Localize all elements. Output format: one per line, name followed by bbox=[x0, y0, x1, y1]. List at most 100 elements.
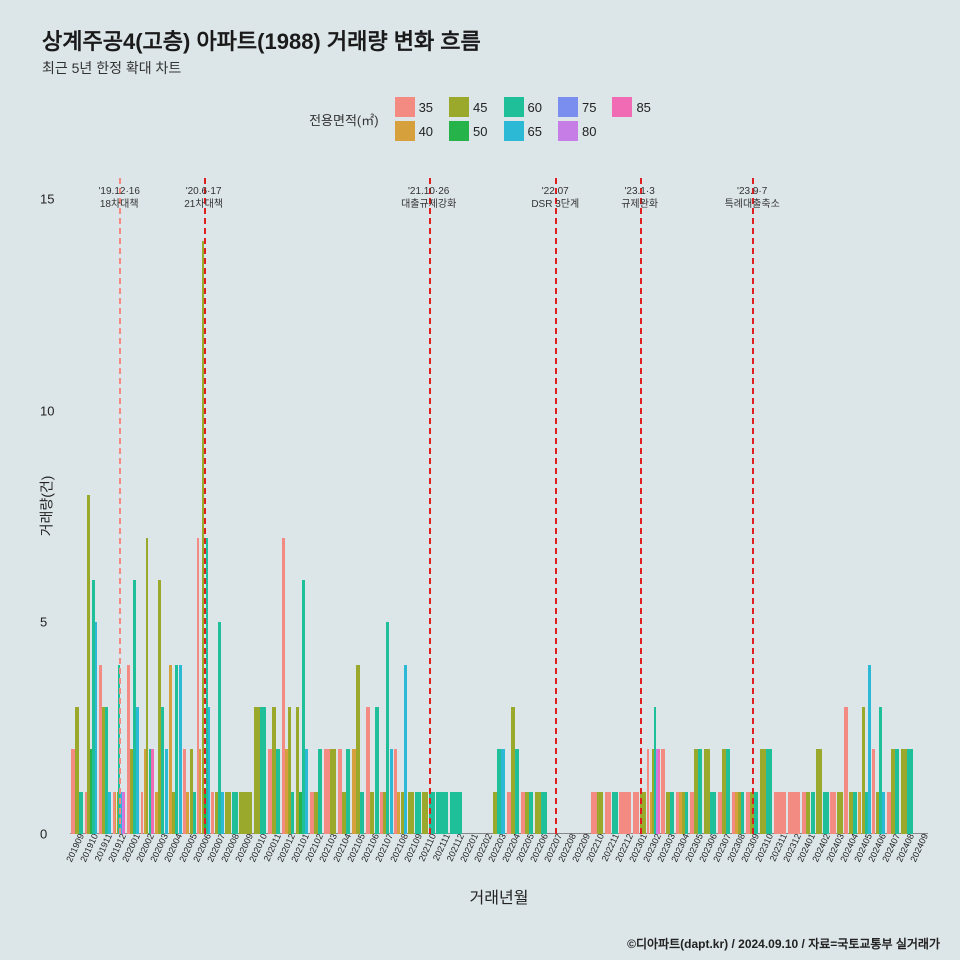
bar bbox=[375, 707, 379, 834]
bar bbox=[837, 792, 843, 834]
event-line bbox=[555, 178, 557, 834]
bar bbox=[179, 665, 182, 834]
legend-label: 50 bbox=[473, 124, 487, 139]
x-axis-label: 거래년월 bbox=[470, 884, 529, 908]
bar bbox=[760, 749, 766, 834]
legend-item: 85 bbox=[612, 96, 650, 118]
event-line bbox=[204, 178, 206, 834]
legend-title: 전용면적(㎡) bbox=[309, 110, 379, 129]
event-label: '19.12·1618차대책 bbox=[99, 186, 140, 211]
bar bbox=[276, 749, 280, 834]
event-label-line2: 대출규제강화 bbox=[401, 199, 456, 212]
bar bbox=[501, 749, 505, 834]
bar bbox=[124, 792, 126, 834]
legend-label: 40 bbox=[419, 124, 433, 139]
legend-label: 65 bbox=[528, 124, 542, 139]
bar bbox=[741, 792, 744, 834]
event-label-line1: '21.10·26 bbox=[401, 186, 456, 199]
legend: 전용면적(㎡) 354560758540506580 bbox=[0, 96, 960, 142]
bar bbox=[710, 792, 716, 834]
legend-swatch bbox=[449, 97, 469, 117]
bar bbox=[868, 665, 871, 834]
bar bbox=[515, 749, 519, 834]
bar bbox=[408, 792, 414, 834]
legend-swatch bbox=[558, 97, 578, 117]
page-subtitle: 최근 5년 한정 확대 차트 bbox=[42, 58, 932, 78]
bar bbox=[619, 792, 631, 834]
legend-label: 85 bbox=[636, 100, 650, 115]
legend-label: 35 bbox=[419, 100, 433, 115]
event-line bbox=[119, 178, 121, 834]
bar bbox=[529, 792, 533, 834]
event-label-line2: 18차대책 bbox=[99, 199, 140, 212]
bar bbox=[591, 792, 597, 834]
bar bbox=[254, 707, 260, 834]
bar bbox=[422, 792, 428, 834]
legend-swatch bbox=[395, 121, 415, 141]
bar bbox=[151, 749, 153, 834]
bar bbox=[811, 792, 815, 834]
event-label-line1: '23.1·3 bbox=[621, 186, 658, 199]
bar bbox=[318, 749, 322, 834]
bar bbox=[541, 792, 547, 834]
bar bbox=[774, 792, 786, 834]
legend-label: 80 bbox=[582, 124, 596, 139]
bar bbox=[291, 792, 294, 834]
bar bbox=[232, 792, 238, 834]
bar bbox=[901, 749, 907, 834]
legend-swatch bbox=[504, 121, 524, 141]
bar bbox=[670, 792, 674, 834]
legend-item: 35 bbox=[395, 96, 433, 118]
bar bbox=[324, 749, 330, 834]
y-tick: 10 bbox=[40, 403, 54, 418]
bar bbox=[221, 792, 224, 834]
event-label-line1: '23.9·7 bbox=[725, 186, 780, 199]
bar bbox=[108, 792, 111, 834]
bar bbox=[853, 792, 857, 834]
event-label: '23.1·3규제완화 bbox=[621, 186, 658, 211]
bar bbox=[450, 792, 462, 834]
legend-swatch bbox=[449, 121, 469, 141]
bar bbox=[239, 792, 251, 834]
legend-swatch bbox=[395, 97, 415, 117]
y-tick: 15 bbox=[40, 192, 54, 207]
legend-swatch bbox=[612, 97, 632, 117]
bar bbox=[685, 792, 688, 834]
bar bbox=[704, 749, 710, 834]
bar bbox=[605, 792, 611, 834]
bar bbox=[136, 707, 139, 834]
event-line bbox=[640, 178, 642, 834]
event-label-line2: 21차대책 bbox=[184, 199, 223, 212]
bar bbox=[165, 749, 168, 834]
event-label-line2: 규제완화 bbox=[621, 199, 658, 212]
event-label-line1: '19.12·16 bbox=[99, 186, 140, 199]
bar bbox=[346, 749, 350, 834]
page-title: 상계주공4(고층) 아파트(1988) 거래량 변화 흐름 bbox=[42, 24, 932, 56]
bar bbox=[698, 749, 702, 834]
bar bbox=[260, 707, 266, 834]
bar bbox=[754, 792, 758, 834]
event-label: '20.6·1721차대책 bbox=[184, 186, 223, 211]
bar bbox=[95, 622, 97, 834]
event-label-line1: '22.07 bbox=[531, 186, 579, 199]
bar bbox=[612, 792, 618, 834]
legend-item: 65 bbox=[504, 120, 542, 142]
bar bbox=[404, 665, 407, 834]
bar bbox=[535, 792, 541, 834]
bar bbox=[208, 707, 210, 834]
event-label: '22.07DSR 3단계 bbox=[531, 186, 579, 211]
bar bbox=[882, 792, 885, 834]
bar bbox=[658, 749, 660, 834]
legend-item: 40 bbox=[395, 120, 433, 142]
legend-item: 60 bbox=[504, 96, 542, 118]
event-label-line2: 특례대출축소 bbox=[725, 199, 780, 212]
event-line bbox=[429, 178, 431, 834]
bar bbox=[816, 749, 822, 834]
event-label: '23.9·7특례대출축소 bbox=[725, 186, 780, 211]
legend-item: 80 bbox=[558, 120, 596, 142]
legend-item: 45 bbox=[449, 96, 487, 118]
bar bbox=[390, 749, 393, 834]
y-tick: 5 bbox=[40, 615, 47, 630]
event-label: '21.10·26대출규제강화 bbox=[401, 186, 456, 211]
bar bbox=[633, 792, 639, 834]
